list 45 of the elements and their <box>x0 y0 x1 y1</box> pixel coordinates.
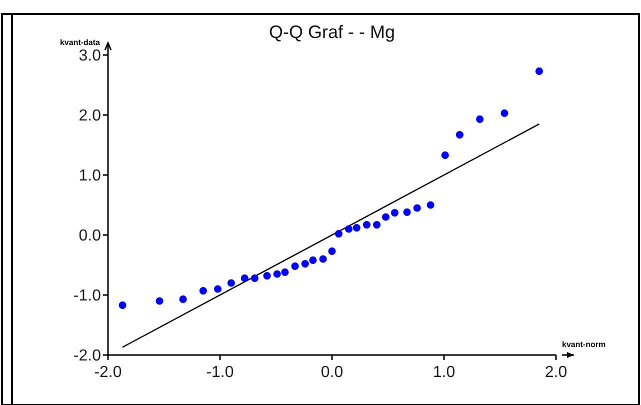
x-axis-title: kvant-norm <box>562 340 606 349</box>
point <box>362 221 371 229</box>
x-tick-label: -2.0 <box>94 364 122 381</box>
y-tick-label: 1.0 <box>78 168 102 185</box>
point <box>441 151 449 159</box>
point <box>263 272 271 280</box>
point <box>345 225 353 233</box>
point <box>281 268 289 276</box>
y-axis-title: kvant-data <box>60 38 101 47</box>
point <box>390 209 399 217</box>
point <box>301 260 309 268</box>
point <box>382 213 390 221</box>
point <box>199 287 207 295</box>
y-tick-label: -1.0 <box>73 288 102 305</box>
x-tick-label: 2.0 <box>544 364 568 381</box>
point <box>250 274 259 282</box>
point <box>118 301 126 309</box>
chart-title: Q-Q Graf - - Mg <box>269 22 395 42</box>
point <box>273 270 281 278</box>
point <box>328 247 336 255</box>
point <box>179 295 187 303</box>
x-tick-label: 0.0 <box>320 364 344 381</box>
point <box>500 109 508 117</box>
point <box>291 262 299 270</box>
x-tick-label: -1.0 <box>206 364 234 381</box>
point <box>456 131 464 139</box>
point <box>240 274 248 282</box>
point <box>476 115 484 123</box>
point <box>156 297 164 305</box>
point <box>413 204 421 212</box>
point <box>352 224 360 232</box>
point <box>319 255 327 263</box>
y-tick-label: 3.0 <box>78 48 102 65</box>
point <box>309 256 317 264</box>
point <box>214 285 222 293</box>
point <box>227 279 235 287</box>
y-tick-label: -2.0 <box>73 348 102 365</box>
point <box>334 230 343 238</box>
point <box>373 221 381 229</box>
point <box>403 208 411 216</box>
y-tick-label: 0.0 <box>78 228 102 245</box>
point <box>535 67 543 75</box>
x-tick-label: 1.0 <box>432 364 456 381</box>
point <box>426 201 434 209</box>
y-tick-label: 2.0 <box>78 108 102 125</box>
